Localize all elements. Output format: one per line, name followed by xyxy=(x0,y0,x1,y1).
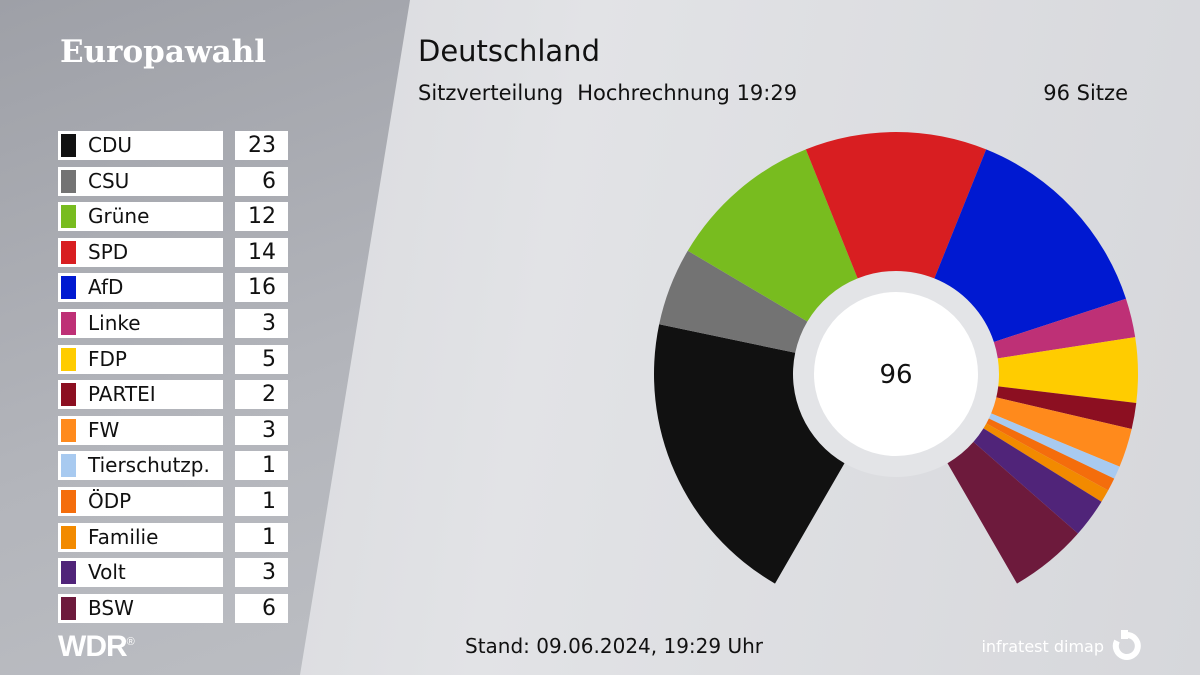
legend-party-label: FDP xyxy=(58,344,223,374)
donut-segment--dp xyxy=(986,418,1115,491)
legend-seat-count: 14 xyxy=(235,237,288,267)
donut-center xyxy=(814,292,978,456)
infratest-logo-icon xyxy=(1112,630,1141,660)
legend-swatch xyxy=(61,596,76,620)
donut-segment-partei xyxy=(996,386,1137,429)
donut-segment-spd xyxy=(805,132,987,279)
legend-seat-count: 23 xyxy=(235,131,288,160)
legend-party-label: CSU xyxy=(58,166,223,196)
donut-segment-familie xyxy=(983,423,1109,502)
donut-segment-cdu xyxy=(654,324,845,584)
legend-party-label: PARTEI xyxy=(58,380,223,410)
legend-party-label: Tierschutzp. xyxy=(58,451,223,481)
legend-party-label: Volt xyxy=(58,558,223,588)
legend-party-label: ÖDP xyxy=(58,487,223,516)
legend-seat-count: 1 xyxy=(235,451,288,481)
legend-seat-count: 2 xyxy=(235,380,288,410)
seats-label: 96 Sitze xyxy=(1043,81,1128,105)
donut-segment-fdp xyxy=(997,337,1138,403)
projection-label: Hochrechnung 19:29 xyxy=(577,81,798,105)
page-title: Deutschland xyxy=(418,34,600,68)
donut-segment-linke xyxy=(993,298,1136,359)
legend-swatch xyxy=(61,276,76,300)
source-label: infratest dimap xyxy=(981,637,1104,656)
legend-swatch xyxy=(61,454,76,478)
legend-party-label: AfD xyxy=(58,273,223,303)
legend-swatch xyxy=(61,347,76,371)
legend-seat-count: 6 xyxy=(235,166,288,196)
legend-party-label: SPD xyxy=(58,237,223,267)
legend-seat-count: 1 xyxy=(235,522,288,552)
legend-swatch xyxy=(61,134,76,157)
legend-swatch xyxy=(61,525,76,549)
brand-title: Europawahl xyxy=(60,34,267,70)
donut-segment-tierschutzp- xyxy=(988,413,1120,479)
legend-seat-count: 6 xyxy=(235,593,288,623)
donut-segment-volt xyxy=(973,428,1102,534)
legend-swatch xyxy=(61,240,76,264)
legend-seat-count: 16 xyxy=(235,273,288,303)
donut-center-label: 96 xyxy=(879,360,912,390)
legend-party-label: Grüne xyxy=(58,202,223,232)
donut-segment-fw xyxy=(991,397,1132,467)
legend-swatch xyxy=(61,169,76,193)
wdr-logo: WDR® xyxy=(58,630,135,663)
legend-party-label: BSW xyxy=(58,593,223,623)
legend-party-label: FW xyxy=(58,415,223,445)
legend-seat-count: 3 xyxy=(235,309,288,338)
seat-distribution-chart: 96 xyxy=(654,132,1138,584)
donut-segment-bsw xyxy=(947,441,1078,584)
legend-seat-count: 3 xyxy=(235,558,288,588)
legend-swatch xyxy=(61,561,76,585)
legend-seat-count: 1 xyxy=(235,487,288,516)
donut-segment-gr-ne xyxy=(687,149,858,322)
legend-party-label: CDU xyxy=(58,131,223,160)
donut-segment-csu xyxy=(659,250,808,353)
legend-seat-count: 12 xyxy=(235,202,288,232)
legend-swatch xyxy=(61,312,76,335)
legend-swatch xyxy=(61,205,76,229)
legend-seat-count: 3 xyxy=(235,415,288,445)
subtitle: Sitzverteilung Hochrechnung 19:29 xyxy=(418,81,797,105)
legend-party-label: Linke xyxy=(58,309,223,338)
legend-seat-count: 5 xyxy=(235,344,288,374)
legend-swatch xyxy=(61,418,76,442)
legend-swatch xyxy=(61,383,76,407)
subtitle-label: Sitzverteilung xyxy=(418,81,564,105)
legend-swatch xyxy=(61,490,76,513)
donut-segment-afd xyxy=(934,149,1126,342)
legend-party-label: Familie xyxy=(58,522,223,552)
timestamp-label: Stand: 09.06.2024, 19:29 Uhr xyxy=(465,634,764,658)
